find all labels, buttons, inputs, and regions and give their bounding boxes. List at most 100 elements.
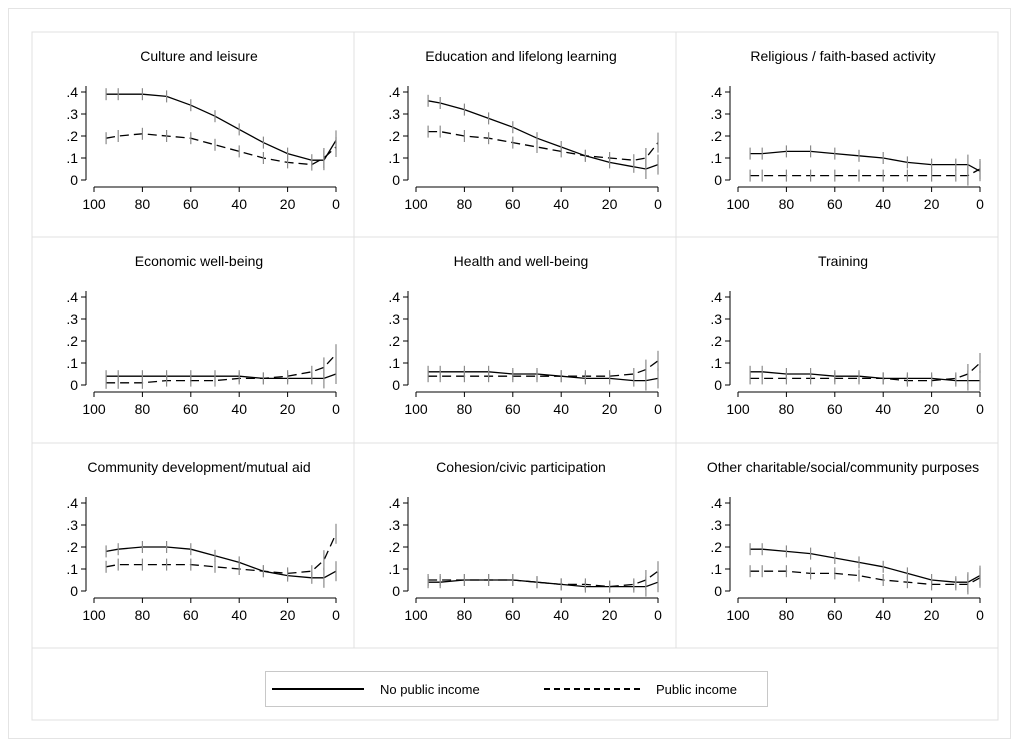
y-tick-label: .1 xyxy=(388,150,400,166)
x-tick-label: 40 xyxy=(875,607,891,623)
x-tick-label: 100 xyxy=(82,607,106,623)
x-tick-label: 80 xyxy=(779,196,795,212)
x-tick-label: 100 xyxy=(404,196,428,212)
y-tick-label: .2 xyxy=(66,128,78,144)
y-tick-label: .4 xyxy=(710,84,722,100)
x-tick-label: 60 xyxy=(505,607,521,623)
x-tick-label: 40 xyxy=(553,607,569,623)
x-tick-label: 80 xyxy=(457,607,473,623)
y-tick-label: .4 xyxy=(710,289,722,305)
y-tick-label: .2 xyxy=(388,539,400,555)
series-line-no-public-income xyxy=(106,373,337,380)
series-line-public-income xyxy=(750,168,981,177)
panel-title: Cohesion/civic participation xyxy=(436,459,606,475)
x-tick-label: 20 xyxy=(280,607,296,623)
y-tick-label: .3 xyxy=(710,517,722,533)
x-tick-label: 100 xyxy=(82,401,106,417)
x-tick-label: 0 xyxy=(654,607,662,623)
panel-title: Economic well-being xyxy=(135,253,263,269)
panel-title: Community development/mutual aid xyxy=(87,459,310,475)
y-tick-label: .4 xyxy=(66,84,78,100)
x-tick-label: 0 xyxy=(654,401,662,417)
x-tick-label: 20 xyxy=(602,196,618,212)
y-tick-label: .3 xyxy=(66,311,78,327)
y-tick-label: .1 xyxy=(66,561,78,577)
x-tick-label: 0 xyxy=(332,196,340,212)
x-tick-label: 60 xyxy=(183,607,199,623)
series-line-public-income xyxy=(105,533,337,575)
x-tick-label: 80 xyxy=(135,607,151,623)
grid-outer-border xyxy=(31,31,999,721)
x-tick-label: 80 xyxy=(135,401,151,417)
x-tick-label: 20 xyxy=(280,196,296,212)
y-tick-label: .1 xyxy=(66,150,78,166)
y-tick-label: .3 xyxy=(66,517,78,533)
x-tick-label: 0 xyxy=(976,401,984,417)
legend: No public income Public income xyxy=(265,671,768,707)
x-tick-label: 80 xyxy=(457,401,473,417)
y-tick-label: .2 xyxy=(710,128,722,144)
series-line-no-public-income xyxy=(106,93,337,161)
series-line-no-public-income xyxy=(750,371,980,382)
y-tick-label: 0 xyxy=(714,172,722,188)
y-tick-label: .4 xyxy=(388,495,400,511)
x-tick-label: 100 xyxy=(726,607,750,623)
y-tick-label: 0 xyxy=(70,172,78,188)
panel-title: Health and well-being xyxy=(454,253,589,269)
x-tick-label: 0 xyxy=(332,607,340,623)
series-line-public-income xyxy=(106,353,337,384)
x-tick-label: 80 xyxy=(457,196,473,212)
x-tick-label: 80 xyxy=(779,607,795,623)
y-tick-label: .2 xyxy=(710,333,722,349)
x-tick-label: 40 xyxy=(231,607,247,623)
y-tick-label: .4 xyxy=(66,495,78,511)
x-tick-label: 100 xyxy=(404,607,428,623)
dashed-line-swatch xyxy=(544,688,640,690)
x-tick-label: 0 xyxy=(976,607,984,623)
y-tick-label: 0 xyxy=(392,172,400,188)
y-tick-label: .4 xyxy=(66,289,78,305)
legend-item-no-public-income: No public income xyxy=(272,672,480,706)
series-line-public-income xyxy=(428,130,659,161)
y-tick-label: 0 xyxy=(392,583,400,599)
y-tick-label: .3 xyxy=(66,106,78,122)
x-tick-label: 60 xyxy=(827,401,843,417)
y-tick-label: .2 xyxy=(66,333,78,349)
x-tick-label: 40 xyxy=(231,401,247,417)
x-tick-label: 20 xyxy=(924,607,940,623)
x-tick-label: 40 xyxy=(875,196,891,212)
x-tick-label: 40 xyxy=(553,401,569,417)
y-tick-label: .2 xyxy=(388,128,400,144)
x-tick-label: 40 xyxy=(231,196,247,212)
y-tick-label: .1 xyxy=(66,355,78,371)
y-tick-label: .2 xyxy=(66,539,78,555)
solid-line-swatch xyxy=(272,688,364,690)
panel-title: Education and lifelong learning xyxy=(425,48,616,64)
x-tick-label: 60 xyxy=(505,401,521,417)
x-tick-label: 60 xyxy=(505,196,521,212)
series-line-no-public-income xyxy=(750,548,981,583)
panel-title: Culture and leisure xyxy=(140,48,258,64)
x-tick-label: 20 xyxy=(280,401,296,417)
x-tick-label: 80 xyxy=(135,196,151,212)
y-tick-label: .1 xyxy=(710,150,722,166)
x-tick-label: 0 xyxy=(654,196,662,212)
y-tick-label: .3 xyxy=(710,106,722,122)
y-tick-label: .4 xyxy=(388,84,400,100)
x-tick-label: 20 xyxy=(602,607,618,623)
x-tick-label: 100 xyxy=(726,196,750,212)
legend-label-no-public-income: No public income xyxy=(380,681,480,697)
y-tick-label: .4 xyxy=(388,289,400,305)
y-tick-label: .3 xyxy=(388,517,400,533)
panel-title: Training xyxy=(818,253,868,269)
x-tick-label: 60 xyxy=(827,607,843,623)
series-line-no-public-income xyxy=(427,100,659,170)
x-tick-label: 60 xyxy=(183,196,199,212)
series-line-no-public-income xyxy=(750,150,981,172)
y-tick-label: 0 xyxy=(392,377,400,393)
y-tick-label: .3 xyxy=(388,106,400,122)
x-tick-label: 80 xyxy=(779,401,795,417)
x-tick-label: 20 xyxy=(924,401,940,417)
y-tick-label: .1 xyxy=(388,355,400,371)
